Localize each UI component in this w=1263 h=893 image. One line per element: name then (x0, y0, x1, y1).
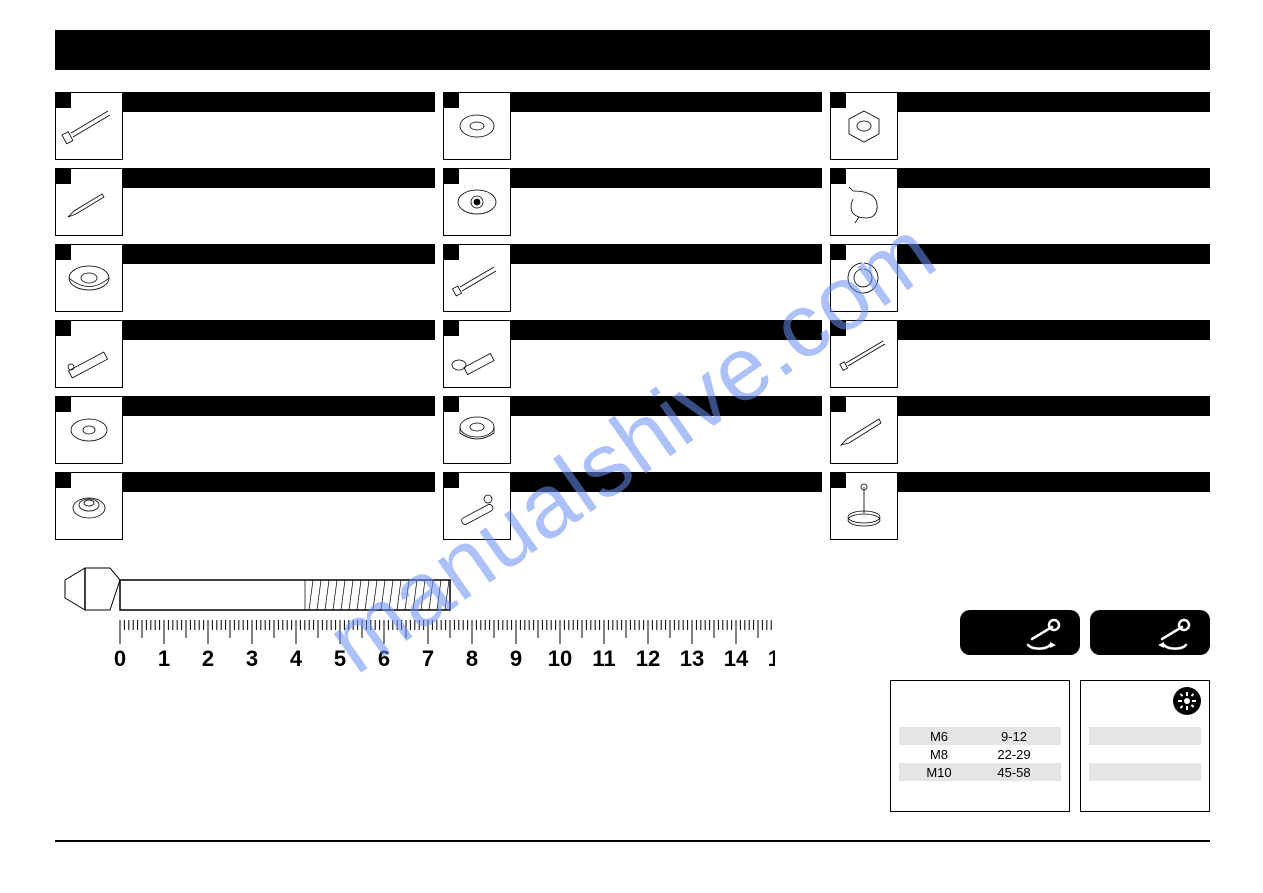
countersunk-bolt-icon (56, 169, 122, 235)
thick-washer-icon (444, 397, 510, 463)
parts-col-b (443, 92, 823, 540)
part-c6 (830, 472, 1210, 540)
set-screw-icon (56, 321, 122, 387)
part-b5 (443, 396, 823, 464)
part-c5 (830, 396, 1210, 464)
torque-size: M6 (899, 729, 979, 744)
part-c3 (830, 244, 1210, 312)
svg-text:9: 9 (510, 646, 522, 671)
part-b6 (443, 472, 823, 540)
part-c1 (830, 92, 1210, 160)
spec-tables: M6 9-12 M8 22-29 M10 45-58 (890, 680, 1210, 812)
torque-table: M6 9-12 M8 22-29 M10 45-58 (890, 680, 1070, 812)
table-row (1089, 727, 1201, 745)
part-b2 (443, 168, 823, 236)
torque-size: M8 (899, 747, 979, 762)
tighten-pill (960, 610, 1080, 655)
svg-text:15: 15 (768, 646, 775, 671)
table-row: M10 45-58 (899, 763, 1061, 781)
svg-text:12: 12 (636, 646, 660, 671)
tool-table (1080, 680, 1210, 812)
torque-size: M10 (899, 765, 979, 780)
flat-head-bolt-icon (831, 397, 897, 463)
svg-text:11: 11 (592, 646, 615, 671)
table-row: M8 22-29 (899, 745, 1061, 763)
part-c2 (830, 168, 1210, 236)
collar-washer-icon (56, 473, 122, 539)
allen-bolt-medium-icon (831, 321, 897, 387)
leveling-foot-icon (831, 473, 897, 539)
svg-text:10: 10 (548, 646, 572, 671)
svg-text:5: 5 (334, 646, 346, 671)
svg-text:3: 3 (246, 646, 258, 671)
part-a6 (55, 472, 435, 540)
table-row: M6 9-12 (899, 727, 1061, 745)
svg-text:13: 13 (680, 646, 704, 671)
svg-text:2: 2 (202, 646, 214, 671)
button-head-bolt-icon (444, 321, 510, 387)
svg-text:1: 1 (158, 646, 170, 671)
part-a2 (55, 168, 435, 236)
svg-text:14: 14 (724, 646, 749, 671)
part-a5 (55, 396, 435, 464)
parts-col-c (830, 92, 1210, 540)
part-c4 (830, 320, 1210, 388)
footer-rule (55, 840, 1210, 846)
hex-nut-icon (831, 93, 897, 159)
svg-text:4: 4 (290, 646, 303, 671)
parts-col-a (55, 92, 435, 540)
part-b3 (443, 244, 823, 312)
ruler-illustration: 0123456789101112131415 (55, 540, 775, 690)
svg-text:7: 7 (422, 646, 434, 671)
svg-text:6: 6 (378, 646, 390, 671)
part-a4 (55, 320, 435, 388)
table-row (1089, 745, 1201, 763)
part-b4 (443, 320, 823, 388)
torque-value: 22-29 (979, 747, 1049, 762)
split-washer-icon (831, 245, 897, 311)
part-b1 (443, 92, 823, 160)
part-a3 (55, 244, 435, 312)
large-washer-icon (56, 245, 122, 311)
spring-clip-icon (831, 169, 897, 235)
part-a1 (55, 92, 435, 160)
parts-grid (55, 92, 1210, 540)
flat-washer-icon (56, 397, 122, 463)
gear-icon (1173, 687, 1201, 715)
svg-text:0: 0 (114, 646, 126, 671)
pin-icon (444, 473, 510, 539)
loosen-pill (1090, 610, 1210, 655)
wrench-cw-icon (1020, 615, 1070, 651)
torque-value: 45-58 (979, 765, 1049, 780)
svg-text:8: 8 (466, 646, 478, 671)
allen-bolt-short-icon (444, 245, 510, 311)
page-container: 0123456789101112131415 M6 (55, 30, 1210, 695)
table-row (1089, 763, 1201, 781)
wrench-ccw-icon (1150, 615, 1200, 651)
wrench-pills (960, 610, 1210, 655)
allen-bolt-long-icon (56, 93, 122, 159)
plain-washer-icon (444, 93, 510, 159)
torque-value: 9-12 (979, 729, 1049, 744)
fender-washer-icon (444, 169, 510, 235)
title-bar (55, 30, 1210, 70)
